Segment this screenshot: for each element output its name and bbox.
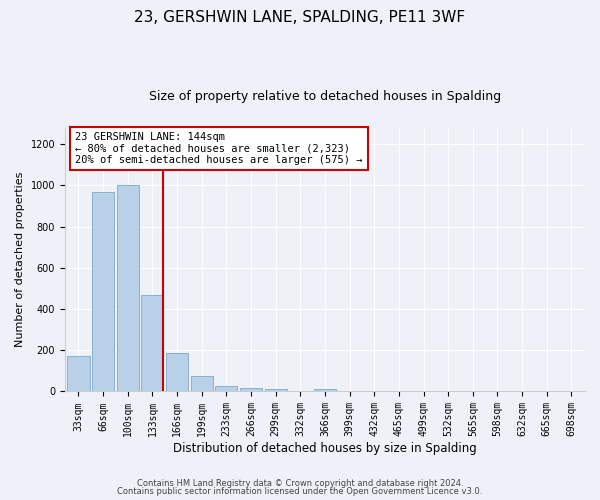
Bar — [265, 390, 287, 392]
Bar — [67, 356, 89, 392]
Bar — [314, 390, 336, 392]
Bar — [142, 294, 163, 392]
Bar — [215, 386, 238, 392]
Bar — [116, 186, 139, 392]
Text: 23 GERSHWIN LANE: 144sqm
← 80% of detached houses are smaller (2,323)
20% of sem: 23 GERSHWIN LANE: 144sqm ← 80% of detach… — [76, 132, 363, 165]
Y-axis label: Number of detached properties: Number of detached properties — [15, 172, 25, 348]
Bar — [240, 388, 262, 392]
Title: Size of property relative to detached houses in Spalding: Size of property relative to detached ho… — [149, 90, 501, 103]
Bar — [92, 192, 114, 392]
X-axis label: Distribution of detached houses by size in Spalding: Distribution of detached houses by size … — [173, 442, 477, 455]
Text: Contains HM Land Registry data © Crown copyright and database right 2024.: Contains HM Land Registry data © Crown c… — [137, 478, 463, 488]
Text: 23, GERSHWIN LANE, SPALDING, PE11 3WF: 23, GERSHWIN LANE, SPALDING, PE11 3WF — [134, 10, 466, 25]
Text: Contains public sector information licensed under the Open Government Licence v3: Contains public sector information licen… — [118, 487, 482, 496]
Bar — [191, 376, 213, 392]
Bar — [166, 354, 188, 392]
